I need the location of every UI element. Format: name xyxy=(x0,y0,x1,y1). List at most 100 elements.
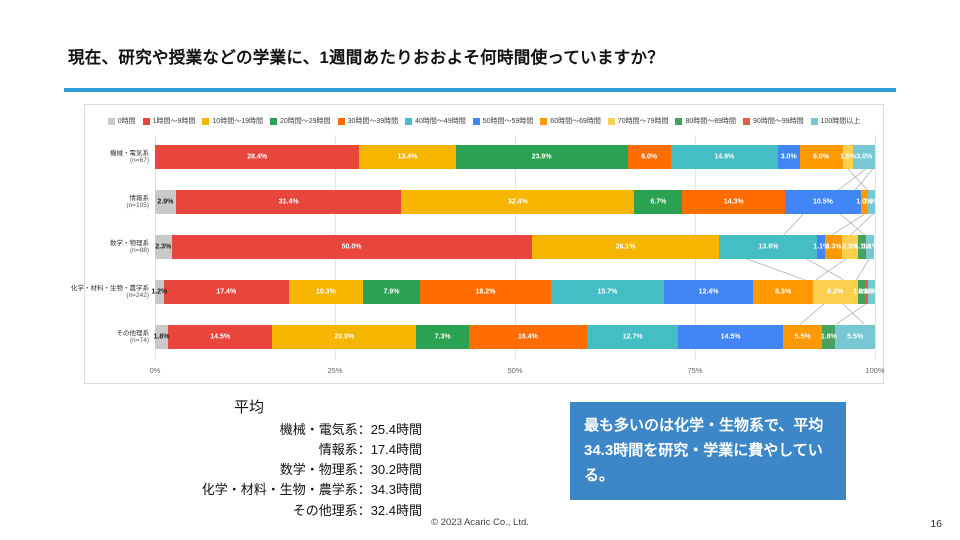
row-label: 機械・電気系 (n=67) xyxy=(85,145,155,169)
bar-segment-label: 26.1% xyxy=(615,243,636,251)
bar-segment-label: 12.4% xyxy=(698,288,719,296)
bar-segment: 1.2% xyxy=(151,279,167,304)
row-label-n: (n=74) xyxy=(130,336,149,344)
bar-segment-label: 3.0% xyxy=(856,153,873,161)
legend-item: 90時間～99時間 xyxy=(743,116,804,126)
bar-track: 1.8% 14.5% 20.0% 7.3% 16.4% 12.7% 14.5% 5.5% 1.8… xyxy=(153,324,875,349)
bar-segment: 1.0% xyxy=(863,279,879,304)
bar-segment-label: 20.0% xyxy=(334,333,355,341)
bar-segment-label: 1.1% xyxy=(862,243,879,251)
bar-segment-label: 2.3% xyxy=(155,243,172,251)
legend-item: 20時間～29時間 xyxy=(269,116,331,126)
bar-segment-label: 15.7% xyxy=(597,288,618,296)
bar-segment-label: 5.5% xyxy=(794,333,811,341)
x-tick-label: 25% xyxy=(327,366,343,375)
legend-swatch xyxy=(142,117,150,125)
bar-segment-label: 0.4% xyxy=(858,288,875,296)
bar-segment-label: 23.9% xyxy=(531,153,552,161)
bar-segment: 14.5% xyxy=(167,324,273,349)
legend-swatch xyxy=(269,117,277,125)
bar-segment-label: 1.8% xyxy=(153,333,170,341)
bar-segment-label: 7.3% xyxy=(434,333,451,341)
legend-item: 10時間～19時間 xyxy=(202,116,263,126)
legend-swatch xyxy=(337,117,345,125)
legend-item: 40時間～49時間 xyxy=(405,116,466,126)
stacked-bar-chart: 0時間 1時間～9時間 10時間～19時間 20時間～29時間 30時間～39時間 40時… xyxy=(71,104,885,384)
chart-plot-area: 機械・電気系 (n=67) 28.4% 13.4% 23.9% 6.0% 14.9% 3.0%… xyxy=(71,135,885,383)
bar-segment-label: 10.5% xyxy=(812,198,833,206)
row-label-name: 機械・電気系 xyxy=(110,150,149,158)
row-label-n: (n=88) xyxy=(130,246,149,254)
legend-swatch xyxy=(743,117,751,125)
bar-segment: 3.0% xyxy=(777,145,800,170)
bar-segment: 8.3% xyxy=(753,279,813,304)
bar-segment: 16.4% xyxy=(468,324,587,349)
bar-segment: 6.7% xyxy=(634,190,683,215)
legend-item: 30時間～39時間 xyxy=(337,116,399,126)
bar-segment: 6.0% xyxy=(627,145,671,170)
average-line: 機械・電気系：25.4時間 xyxy=(279,422,422,437)
legend-item: 70時間～79時間 xyxy=(607,116,669,126)
bar-segment: 1.1% xyxy=(862,234,878,259)
legend-swatch xyxy=(472,117,480,125)
x-tick-label: 0% xyxy=(149,366,161,375)
row-label-name: 化学・材料・生物・農学系 xyxy=(71,284,149,292)
row-label: 情報系 (n=105) xyxy=(85,190,155,214)
bar-segment: 13.6% xyxy=(719,234,818,259)
row-label: 数学・物理系 (n=88) xyxy=(85,235,155,259)
bar-segment-label: 2.9% xyxy=(157,198,174,206)
chart-row: 数学・物理系 (n=88) 2.3% 50.0% 26.1% 13.6% 1.1% 2.3% 2… xyxy=(85,225,878,270)
bar-segment-label: 31.4% xyxy=(278,198,299,206)
legend-item: 1時間～9時間 xyxy=(142,116,195,126)
row-label-n: (n=242) xyxy=(126,291,149,299)
bar-segment: 7.9% xyxy=(363,279,420,304)
bar-segment-label: 50.0% xyxy=(341,243,362,251)
averages-title: 平均 xyxy=(234,399,265,416)
gridline xyxy=(875,135,876,359)
bar-segment-label: 1.1% xyxy=(813,243,830,251)
bar-segment: 5.5% xyxy=(835,324,875,349)
bar-segment: 3.0% xyxy=(853,145,876,170)
legend-label: 70時間～79時間 xyxy=(617,118,669,125)
bar-segment: 14.9% xyxy=(670,145,778,170)
bar-segment: 1.0% xyxy=(863,190,879,215)
bar-segment-label: 10.3% xyxy=(316,288,336,296)
bar-segment-label: 1.0% xyxy=(856,198,873,206)
bar-segment: 7.3% xyxy=(416,324,469,349)
legend-item: 60時間～69時間 xyxy=(540,116,601,126)
bar-segment: 2.3% xyxy=(155,234,172,259)
row-label: その他理系 (n=74) xyxy=(85,325,155,349)
bar-segment: 18.2% xyxy=(419,279,551,304)
bar-track: 1.2% 17.4% 10.3% 7.9% 18.2% 15.7% 12.4% 8.3% 6.2… xyxy=(151,279,879,304)
chart-legend: 0時間 1時間～9時間 10時間～19時間 20時間～29時間 30時間～39時間 40時… xyxy=(85,105,883,129)
chart-row: 情報系 (n=105) 2.9% 31.4% 32.4% 6.7% 14.3% 10.5% 1.… xyxy=(85,180,879,225)
legend-label: 10時間～19時間 xyxy=(212,118,263,125)
bar-segment: 17.4% xyxy=(163,279,289,304)
bar-segment-label: 1.8% xyxy=(820,333,837,341)
bar-segment: 32.4% xyxy=(401,190,635,215)
legend-label: 90時間～99時間 xyxy=(753,118,804,125)
chart-rows: 機械・電気系 (n=67) 28.4% 13.4% 23.9% 6.0% 14.9% 3.0%… xyxy=(71,135,879,359)
bar-segment-label: 12.7% xyxy=(622,333,643,341)
legend-label: 0時間 xyxy=(117,118,136,125)
chart-row: その他理系 (n=74) 1.8% 14.5% 20.0% 7.3% 16.4% 12.7% 1… xyxy=(85,314,875,359)
bar-segment-label: 2.3% xyxy=(825,243,842,251)
bar-segment: 0.4% xyxy=(858,279,874,304)
bar-segment: 14.3% xyxy=(682,190,786,215)
bar-segment: 13.4% xyxy=(359,145,456,170)
bar-segment-label: 2.3% xyxy=(842,243,859,251)
bar-segment: 12.4% xyxy=(663,279,754,304)
legend-swatch xyxy=(540,117,548,125)
bar-track: 2.9% 31.4% 32.4% 6.7% 14.3% 10.5% 1.0% 1.0% xyxy=(155,190,879,215)
bar-segment-label: 28.4% xyxy=(247,153,268,161)
legend-label: 30時間～39時間 xyxy=(347,118,399,125)
bar-segment-label: 6.2% xyxy=(827,288,844,296)
chart-row: 機械・電気系 (n=67) 28.4% 13.4% 23.9% 6.0% 14.9% 3.0%… xyxy=(85,135,876,180)
legend-item: 0時間 xyxy=(107,116,136,126)
legend-label: 40時間～49時間 xyxy=(415,118,466,125)
row-label-n: (n=105) xyxy=(126,202,149,210)
row-label-name: 数学・物理系 xyxy=(110,239,149,247)
bar-segment: 15.7% xyxy=(550,279,664,304)
average-line: 化学・材料・生物・農学系：34.3時間 xyxy=(201,482,422,498)
